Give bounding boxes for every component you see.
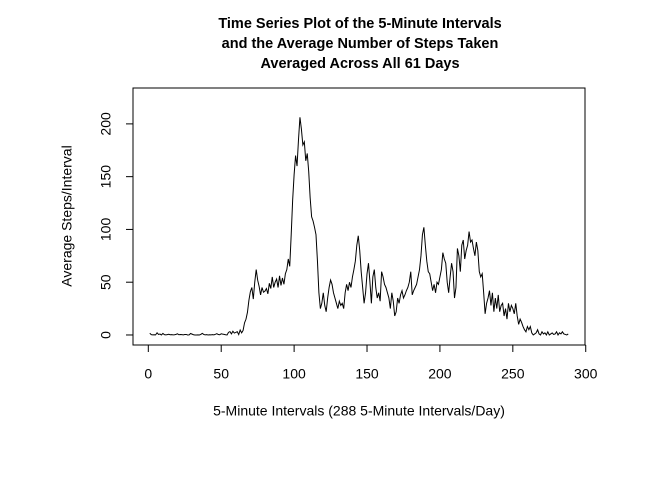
x-tick-label: 200 <box>428 366 452 382</box>
x-tick-label: 0 <box>144 366 152 382</box>
x-tick-label: 250 <box>501 366 525 382</box>
chart-title: Time Series Plot of the 5-Minute Interva… <box>218 16 501 32</box>
chart-title: Averaged Across All 61 Days <box>260 56 459 72</box>
x-tick-label: 100 <box>282 366 306 382</box>
x-tick-label: 150 <box>355 366 379 382</box>
y-tick-label: 50 <box>98 274 114 290</box>
y-tick-label: 200 <box>98 112 114 136</box>
y-axis-label: Average Steps/Interval <box>59 145 75 286</box>
chart-title: and the Average Number of Steps Taken <box>222 36 499 52</box>
y-tick-label: 100 <box>98 218 114 242</box>
x-tick-label: 300 <box>574 366 598 382</box>
plot-box <box>132 87 586 346</box>
data-line <box>149 117 569 336</box>
x-axis-label: 5-Minute Intervals (288 5-Minute Interva… <box>213 403 505 419</box>
y-tick-label: 150 <box>98 165 114 189</box>
x-tick-label: 50 <box>213 366 229 382</box>
y-tick-label: 0 <box>98 331 114 339</box>
